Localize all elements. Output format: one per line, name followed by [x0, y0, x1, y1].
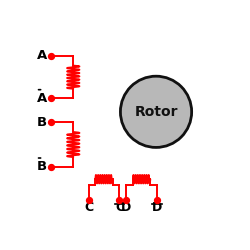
Point	[87, 198, 91, 202]
Text: A: A	[37, 92, 47, 105]
Text: C: C	[84, 201, 93, 214]
Text: D: D	[121, 201, 131, 214]
Point	[155, 198, 159, 202]
Text: B: B	[37, 116, 47, 129]
Text: Rotor: Rotor	[134, 105, 178, 119]
Text: B: B	[37, 160, 47, 173]
Text: A: A	[37, 50, 47, 62]
Point	[124, 198, 128, 202]
Point	[49, 54, 53, 58]
Circle shape	[120, 76, 192, 148]
Text: D: D	[152, 201, 162, 214]
Point	[49, 165, 53, 169]
Point	[118, 198, 122, 202]
Point	[49, 96, 53, 100]
Point	[49, 120, 53, 124]
Text: C: C	[115, 201, 124, 214]
